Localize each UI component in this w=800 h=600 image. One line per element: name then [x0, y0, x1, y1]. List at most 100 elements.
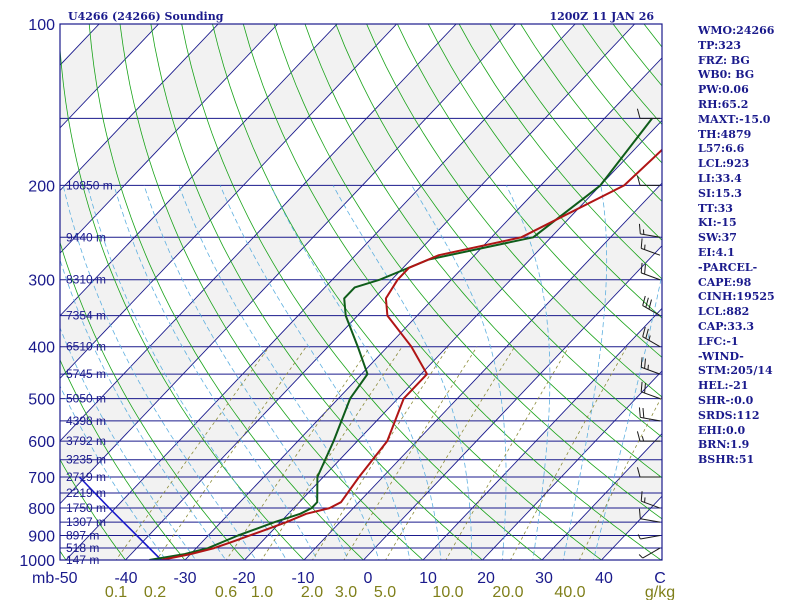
wind-barb-flag: [645, 297, 649, 308]
moist-adiabat-line: [593, 271, 662, 560]
moist-adiabat-line: [411, 185, 507, 560]
mixing-ratio-label: 0.1: [105, 584, 127, 600]
stability-indices-list: WMO:24266 TP:323 FRZ: BG WB0: BG PW:0.06 RH:6…: [698, 24, 798, 468]
dry-adiabat-line: [60, 241, 246, 560]
wind-barb: [638, 508, 661, 523]
index-item: HEL:-21: [698, 379, 749, 393]
mixing-ratio-line: [578, 395, 662, 560]
moist-adiabat-line: [143, 185, 349, 560]
mixing-ratio-label: 5.0: [374, 584, 396, 600]
index-item: SHR-:0.0: [698, 393, 754, 407]
dry-adiabat-line: [458, 24, 662, 280]
wind-barb-flag: [637, 534, 641, 540]
isotherm-line: [65, 24, 576, 560]
moist-adiabat-line: [219, 185, 411, 560]
index-item: L57:6.6: [698, 142, 745, 156]
index-item: CAP:33.3: [698, 319, 755, 333]
wind-barb-flag: [648, 299, 652, 310]
height-label: 3235 m: [66, 453, 106, 467]
temperature-tick-label: 0: [364, 570, 373, 587]
isotherm-line: [60, 24, 338, 317]
isotherm-line: [482, 370, 662, 560]
temperature-tick-label: -30: [173, 570, 196, 587]
wind-barb-flag: [644, 383, 646, 394]
isotherm-line: [60, 24, 219, 192]
moist-adiabat-line: [113, 185, 318, 560]
wind-barb: [640, 491, 661, 509]
pressure-label: 800: [28, 501, 55, 518]
wind-barb: [640, 381, 661, 400]
moist-adiabat-line: [178, 185, 380, 560]
wind-barb-flag: [645, 328, 649, 339]
pressure-label: 300: [28, 273, 55, 290]
wind-barb-flag: [644, 264, 646, 275]
index-item: EI:4.1: [698, 245, 735, 259]
dry-adiabat-line: [366, 24, 662, 398]
temperature-tick-label: -20: [232, 570, 255, 587]
wind-barb-flag: [642, 326, 646, 337]
height-label: 9440 m: [66, 230, 106, 244]
dry-adiabat-line: [335, 24, 662, 438]
sounding-profiles: [78, 117, 662, 560]
wind-barbs: [636, 108, 661, 559]
dry-adiabat-line: [60, 458, 126, 560]
isotherm-line: [60, 24, 278, 254]
wind-barb: [636, 108, 660, 119]
height-label: 897 m: [66, 528, 99, 542]
temperature-trace: [161, 148, 662, 560]
isotherm-line: [60, 24, 397, 380]
mixing-ratio-line: [261, 346, 403, 560]
temperature-tick-label: -40: [114, 570, 137, 587]
wind-barb: [638, 407, 661, 422]
mixing-ratio-line: [445, 346, 570, 560]
moist-adiabat-line: [60, 385, 167, 560]
index-item: EHI:0.0: [698, 423, 746, 437]
height-label: 5745 m: [66, 367, 106, 381]
index-item: FRZ: BG: [698, 53, 750, 67]
isotherm-line: [303, 182, 662, 560]
wind-barb-flag: [638, 554, 644, 559]
pressure-label: 1000: [19, 553, 55, 570]
mixing-ratio-label: 40.0: [554, 584, 585, 600]
isotherm-line: [422, 307, 662, 560]
index-item: WB0: BG: [698, 68, 755, 82]
temperature-tick-label: 40: [595, 570, 613, 587]
mixing-ratio-label: 2.0: [301, 584, 323, 600]
wind-barb-flag: [644, 358, 646, 369]
mixing-ratio-label: 20.0: [492, 584, 523, 600]
moist-adiabat-line: [505, 185, 551, 560]
mixing-ratio-line: [156, 346, 307, 560]
isotherm-line: [60, 24, 457, 442]
pressure-unit-label: mb: [32, 570, 54, 587]
wind-barb-flag: [642, 407, 645, 419]
height-label: 1750 m: [66, 501, 106, 515]
wind-barb: [636, 431, 660, 442]
wind-barb-flag: [638, 407, 641, 418]
temperature-unit-label: C: [654, 570, 666, 587]
pressure-label: 400: [28, 340, 55, 357]
height-label: 8310 m: [66, 273, 106, 287]
wind-barb: [638, 547, 661, 559]
index-item: MAXT:-15.0: [698, 112, 771, 126]
height-label: 6510 m: [66, 340, 106, 354]
index-item: SI:15.3: [698, 186, 742, 200]
pressure-label: 900: [28, 528, 55, 545]
mixing-ratio-label: 0.6: [215, 584, 237, 600]
station-title: U4266 (24266) Sounding: [68, 10, 224, 23]
wind-barb: [637, 534, 661, 540]
moist-adiabat-line: [562, 185, 608, 560]
dry-adiabat-line: [427, 24, 662, 319]
mixing-ratio-line: [225, 346, 371, 560]
mixing-ratio-line: [115, 346, 270, 560]
height-label: 4398 m: [66, 414, 106, 428]
wind-barb-flag: [640, 357, 643, 368]
index-item: LCL:882: [698, 305, 750, 319]
index-item: LI:33.4: [698, 171, 742, 185]
isotherm-line: [60, 24, 159, 129]
height-label: 7354 m: [66, 309, 106, 323]
pressure-label: 700: [28, 470, 55, 487]
isotherm-line: [60, 24, 516, 505]
temperature-tick-label: -50: [54, 570, 77, 587]
dry-adiabat-line: [397, 24, 662, 358]
